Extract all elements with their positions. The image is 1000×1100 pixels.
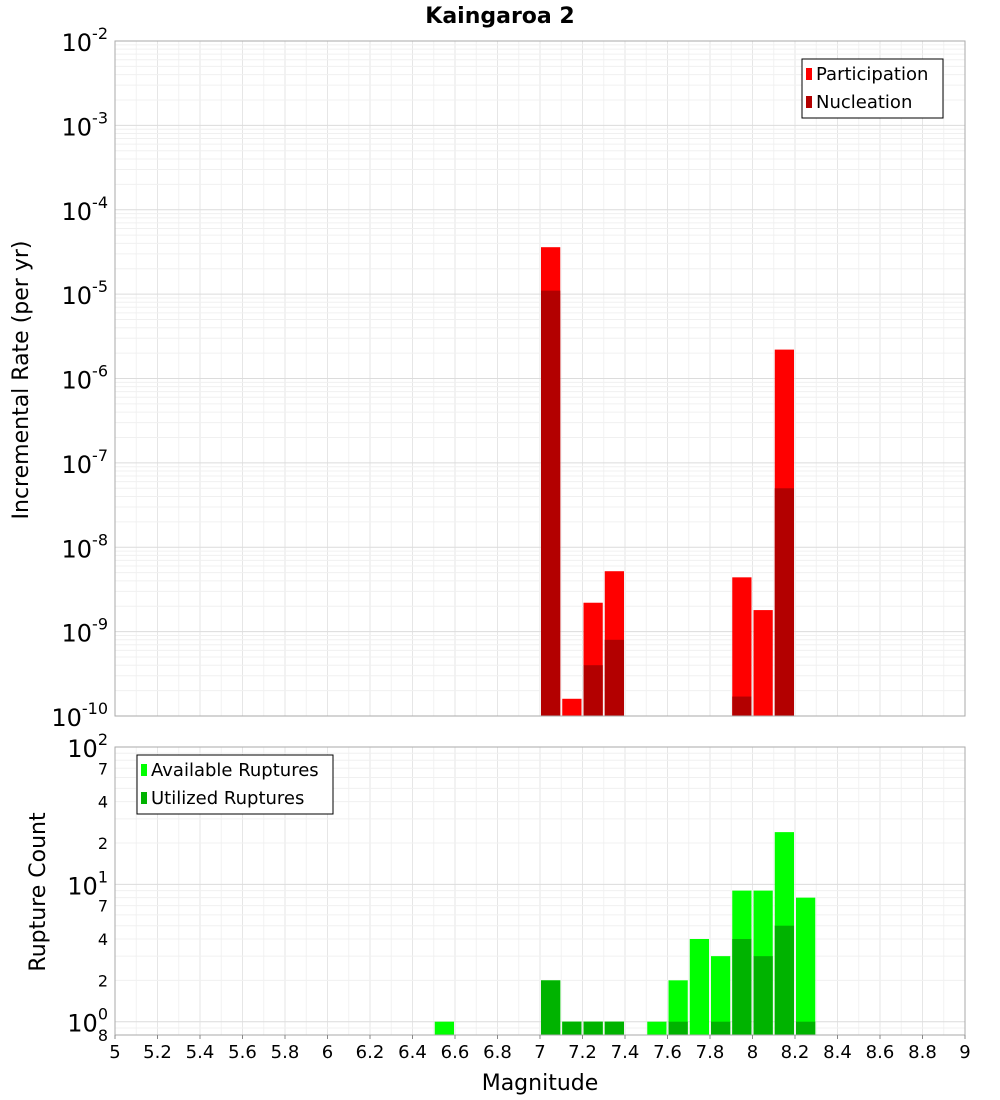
rate-panel: 10-10 10-9 10-8 10-7 10-6 10-5 10-4 10-3 10-2 Par… — [51, 24, 966, 732]
x-tick-label: 5.4 — [186, 1042, 215, 1063]
x-tick-label: 8.2 — [781, 1042, 810, 1063]
y-tick-label: 4 — [98, 793, 108, 812]
bar — [732, 696, 752, 716]
legend-swatch — [806, 96, 812, 108]
x-tick-label: 7.2 — [568, 1042, 597, 1063]
legend-box — [136, 754, 334, 815]
bar — [711, 956, 731, 1035]
bar — [668, 980, 688, 1035]
plot-frame — [114, 40, 966, 717]
legend-label: Available Ruptures — [151, 760, 319, 781]
y-tick-label: 10-2 — [62, 24, 109, 57]
x-tick-label: 6.2 — [356, 1042, 385, 1063]
bar — [541, 290, 561, 716]
y-tick-label: 10-6 — [62, 362, 109, 395]
x-tick-label: 8.4 — [823, 1042, 852, 1063]
bar — [732, 577, 752, 716]
x-tick-label: 5 — [109, 1042, 120, 1063]
x-tick-label: 6.4 — [398, 1042, 427, 1063]
legend-label: Utilized Ruptures — [151, 788, 304, 809]
legend: Available Ruptures Utilized Ruptures — [136, 754, 334, 815]
bar — [774, 925, 794, 1035]
bar — [604, 1021, 624, 1035]
bar — [796, 1021, 816, 1035]
y-tick-label: 4 — [98, 930, 108, 949]
bar — [562, 1021, 582, 1035]
bar — [796, 897, 816, 1035]
x-tick-labels: 5 5.2 5.4 5.6 5.8 6 6.2 6.4 6.6 6.8 7 7.2 7.4 7.6 7.8 8… — [109, 1035, 971, 1063]
bar — [689, 939, 709, 1035]
y-tick-label: 10-5 — [62, 277, 109, 310]
legend-label: Nucleation — [816, 92, 912, 113]
x-tick-label: 6.8 — [483, 1042, 512, 1063]
legend: Participation Nucleation — [801, 58, 944, 119]
top-y-axis-label: Incremental Rate (per yr) — [9, 241, 34, 520]
x-tick-label: 6 — [322, 1042, 333, 1063]
y-tick-labels: 10-10 10-9 10-8 10-7 10-6 10-5 10-4 10-3 10-2 — [51, 24, 108, 732]
y-tick-label: 101 — [67, 867, 108, 900]
bar — [647, 1021, 667, 1035]
y-tick-label: 10-10 — [51, 699, 108, 732]
series-nucleation — [541, 290, 794, 716]
legend-swatch — [806, 68, 812, 80]
series-utilized-ruptures — [541, 925, 816, 1035]
bar — [753, 956, 773, 1035]
x-tick-label: 8.8 — [908, 1042, 937, 1063]
y-tick-label: 10-3 — [62, 108, 109, 141]
x-tick-label: 8 — [747, 1042, 758, 1063]
bar — [562, 698, 582, 716]
bar — [668, 1021, 688, 1035]
y-tick-label: 7 — [98, 759, 108, 778]
x-tick-label: 7.4 — [611, 1042, 640, 1063]
grid — [114, 41, 966, 717]
bottom-y-axis-label: Rupture Count — [26, 812, 51, 972]
legend-swatch — [141, 764, 147, 776]
y-tick-label: 7 — [98, 897, 108, 916]
bar — [604, 639, 624, 716]
y-tick-label: 2 — [98, 971, 108, 990]
bar — [583, 665, 603, 716]
x-tick-label: 7.8 — [696, 1042, 725, 1063]
legend-label: Participation — [816, 64, 928, 85]
bar — [541, 980, 561, 1035]
chart-title: Kaingaroa 2 — [425, 4, 574, 29]
x-axis-label: Magnitude — [482, 1071, 599, 1096]
y-tick-label: 100 — [67, 1005, 108, 1038]
bar — [732, 939, 752, 1035]
y-tick-label: 102 — [67, 730, 108, 763]
bar — [711, 1021, 731, 1035]
legend-swatch — [141, 792, 147, 804]
y-tick-label: 2 — [98, 834, 108, 853]
bar — [774, 488, 794, 716]
y-tick-label: 10-8 — [62, 530, 109, 563]
x-tick-label: 7.6 — [653, 1042, 682, 1063]
y-tick-label: 8 — [98, 1026, 108, 1045]
y-tick-label: 10-4 — [62, 193, 109, 226]
x-tick-label: 7 — [534, 1042, 545, 1063]
y-tick-label: 10-9 — [62, 615, 109, 648]
x-tick-label: 5.2 — [143, 1042, 172, 1063]
x-tick-label: 5.8 — [271, 1042, 300, 1063]
y-tick-label: 10-7 — [62, 446, 109, 479]
bar — [434, 1021, 454, 1035]
x-tick-label: 6.6 — [441, 1042, 470, 1063]
legend-box — [801, 58, 944, 119]
bar — [753, 610, 773, 716]
x-tick-label: 5.6 — [228, 1042, 257, 1063]
x-tick-label: 8.6 — [866, 1042, 895, 1063]
x-tick-label: 9 — [959, 1042, 970, 1063]
bar — [583, 1021, 603, 1035]
